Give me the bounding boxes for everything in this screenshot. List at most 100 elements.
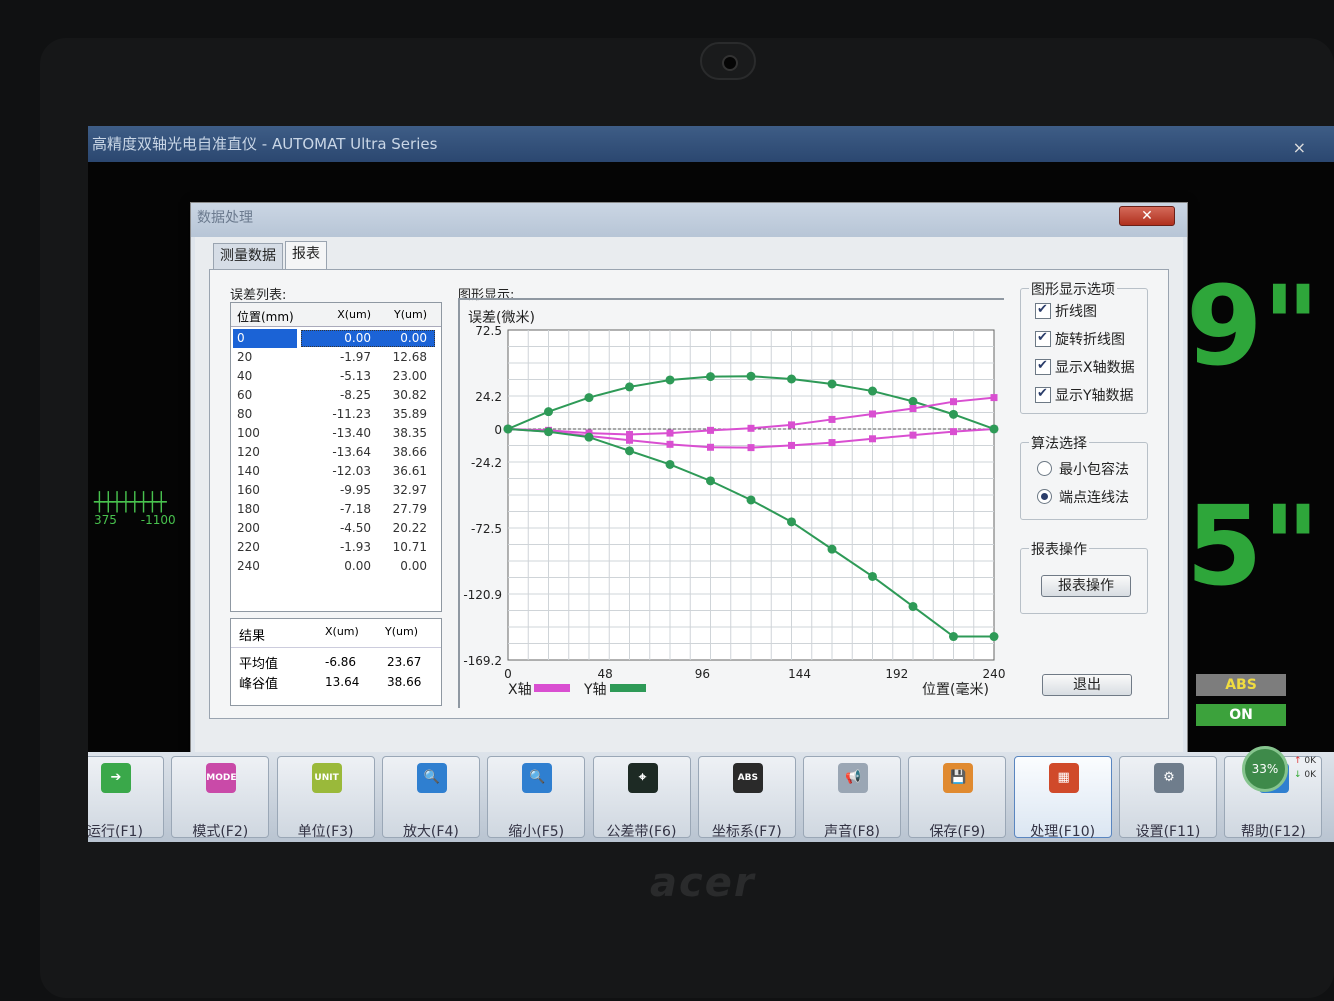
table-row[interactable]: 200 -4.50 20.22 bbox=[231, 519, 441, 538]
toolbar-button-zoom-out[interactable]: 🔍 缩小(F5) bbox=[487, 756, 586, 840]
ruler-left-value: 375 bbox=[94, 513, 117, 527]
angle-readout-top: 9" bbox=[1186, 262, 1320, 390]
toolbar-label: 坐标系(F7) bbox=[711, 824, 782, 840]
webcam-icon bbox=[700, 42, 756, 80]
table-row[interactable]: 60 -8.25 30.82 bbox=[231, 386, 441, 405]
cell-x: 0.00 bbox=[344, 559, 371, 573]
table-row[interactable]: 120 -13.64 38.66 bbox=[231, 443, 441, 462]
toolbar-button-zoom-in[interactable]: 🔍 放大(F4) bbox=[381, 756, 480, 840]
dialog-close-button[interactable]: ✕ bbox=[1119, 206, 1175, 226]
cell-pos: 80 bbox=[237, 407, 253, 421]
zoom-in-icon: 🔍 bbox=[416, 763, 447, 793]
data-point bbox=[544, 427, 553, 437]
cell-x: -13.64 bbox=[332, 445, 371, 459]
result-header-y: Y(um) bbox=[385, 625, 418, 638]
network-speed: ↑ 0K ↓ 0K bbox=[1294, 756, 1317, 780]
x-tick-label: 0 bbox=[504, 667, 512, 681]
y-tick-label: 24.2 bbox=[475, 390, 502, 404]
cell-y: 0.00 bbox=[400, 559, 427, 573]
process-icon: ▦ bbox=[1048, 763, 1079, 793]
report-ops-group: 报表操作 报表操作 bbox=[1020, 539, 1148, 614]
toolbar-button-arrow-right[interactable]: ➔ 运行(F1) bbox=[88, 756, 164, 840]
data-point bbox=[989, 424, 999, 434]
data-processing-dialog: 数据处理 ✕ 测量数据 报表 误差列表: 位置(mm) X(um) Y(um) … bbox=[190, 202, 1188, 784]
toolbar-button-save[interactable]: 💾 保存(F9) bbox=[908, 756, 1007, 840]
radio-min-envelope[interactable] bbox=[1037, 461, 1052, 476]
cell-pos: 0 bbox=[233, 329, 297, 348]
x-tick-label: 192 bbox=[885, 667, 908, 681]
angle-readout-bottom: 5" bbox=[1186, 482, 1320, 610]
dialog-titlebar: 数据处理 ✕ bbox=[191, 203, 1187, 237]
table-row[interactable]: 180 -7.18 27.79 bbox=[231, 500, 441, 519]
toolbar-label: 设置(F11) bbox=[1135, 824, 1201, 840]
data-point bbox=[706, 372, 715, 382]
table-row[interactable]: 160 -9.95 32.97 bbox=[231, 481, 441, 500]
y-tick-label: 0 bbox=[494, 423, 502, 437]
x-tick-label: 240 bbox=[983, 667, 1006, 681]
dialog-body: 测量数据 报表 误差列表: 位置(mm) X(um) Y(um) 0 0.00 0.… bbox=[195, 237, 1183, 781]
table-row[interactable]: 220 -1.93 10.71 bbox=[231, 538, 441, 557]
table-row[interactable]: 20 -1.97 12.68 bbox=[231, 348, 441, 367]
exit-button[interactable]: 退出 bbox=[1042, 674, 1132, 696]
toolbar-label: 放大(F4) bbox=[402, 824, 459, 840]
tab-measure-data[interactable]: 测量数据 bbox=[213, 243, 283, 269]
cell-x: -11.23 bbox=[332, 407, 371, 421]
speed-up: 0K bbox=[1304, 756, 1317, 766]
toolbar-button-coordinate[interactable]: ABS 坐标系(F7) bbox=[697, 756, 796, 840]
scale-ruler: ┼┼┼┼┼┼┼┼ 375 -1100 bbox=[94, 492, 176, 527]
data-point bbox=[949, 409, 958, 419]
toolbar-button-sound[interactable]: 📢 声音(F8) bbox=[803, 756, 902, 840]
cell-pos: 140 bbox=[237, 464, 260, 478]
data-point bbox=[503, 424, 513, 434]
data-point bbox=[706, 476, 715, 486]
checkbox-polyline[interactable] bbox=[1035, 302, 1051, 319]
radio-endpoint-line[interactable] bbox=[1037, 489, 1052, 504]
data-point bbox=[787, 517, 796, 527]
table-row[interactable]: 0 0.00 0.00 bbox=[231, 329, 441, 348]
table-row[interactable]: 80 -11.23 35.89 bbox=[231, 405, 441, 424]
x-tick-label: 144 bbox=[788, 667, 811, 681]
cell-pos: 60 bbox=[237, 388, 253, 402]
toolbar-button-settings[interactable]: ⚙ 设置(F11) bbox=[1119, 756, 1217, 840]
cell-x: -5.13 bbox=[339, 369, 371, 383]
toolbar-button-mode[interactable]: MODE 模式(F2) bbox=[171, 756, 270, 840]
data-point bbox=[827, 544, 837, 554]
cpu-usage-indicator: 33% bbox=[1242, 746, 1288, 792]
on-badge[interactable]: ON bbox=[1196, 704, 1286, 726]
data-point bbox=[828, 415, 836, 423]
cell-x: -8.25 bbox=[339, 388, 371, 402]
tab-report[interactable]: 报表 bbox=[285, 241, 327, 269]
toolbar-button-tolerance[interactable]: ⌖ 公差带(F6) bbox=[592, 756, 691, 840]
header-x: X(um) bbox=[337, 308, 371, 321]
cell-y: 38.66 bbox=[392, 445, 427, 459]
save-icon: 💾 bbox=[943, 763, 974, 793]
result-peak-x: 13.64 bbox=[325, 675, 360, 689]
data-point bbox=[950, 398, 957, 406]
y-tick-label: -120.9 bbox=[463, 588, 502, 602]
cell-pos: 240 bbox=[237, 559, 260, 573]
settings-icon: ⚙ bbox=[1154, 763, 1184, 793]
data-point bbox=[788, 421, 795, 429]
data-point bbox=[746, 495, 756, 505]
data-point bbox=[868, 571, 877, 581]
checkbox-show-y[interactable] bbox=[1035, 386, 1051, 403]
cell-x: -9.95 bbox=[339, 483, 371, 497]
table-row[interactable]: 240 0.00 0.00 bbox=[231, 557, 441, 576]
table-row[interactable]: 40 -5.13 23.00 bbox=[231, 367, 441, 386]
row-selection-highlight bbox=[301, 330, 435, 347]
cell-y: 23.00 bbox=[392, 369, 427, 383]
data-point bbox=[868, 386, 877, 396]
toolbar-button-unit[interactable]: UNIT 单位(F3) bbox=[276, 756, 375, 840]
error-table-header: 位置(mm) X(um) Y(um) bbox=[231, 303, 441, 327]
dialog-title: 数据处理 bbox=[197, 210, 253, 226]
table-row[interactable]: 140 -12.03 36.61 bbox=[231, 462, 441, 481]
error-list-table[interactable]: 位置(mm) X(um) Y(um) 0 0.00 0.00 20 -1.97 12.68… bbox=[230, 302, 442, 612]
toolbar-button-process[interactable]: ▦ 处理(F10) bbox=[1013, 756, 1112, 840]
checkbox-rotated-polyline[interactable] bbox=[1035, 330, 1051, 347]
table-row[interactable]: 100 -13.40 38.35 bbox=[231, 424, 441, 443]
cell-x: -12.03 bbox=[332, 464, 371, 478]
report-ops-button[interactable]: 报表操作 bbox=[1041, 575, 1131, 597]
main-close-button[interactable]: × bbox=[1292, 138, 1306, 157]
checkbox-show-x[interactable] bbox=[1035, 358, 1051, 375]
abs-badge[interactable]: ABS bbox=[1196, 674, 1286, 696]
